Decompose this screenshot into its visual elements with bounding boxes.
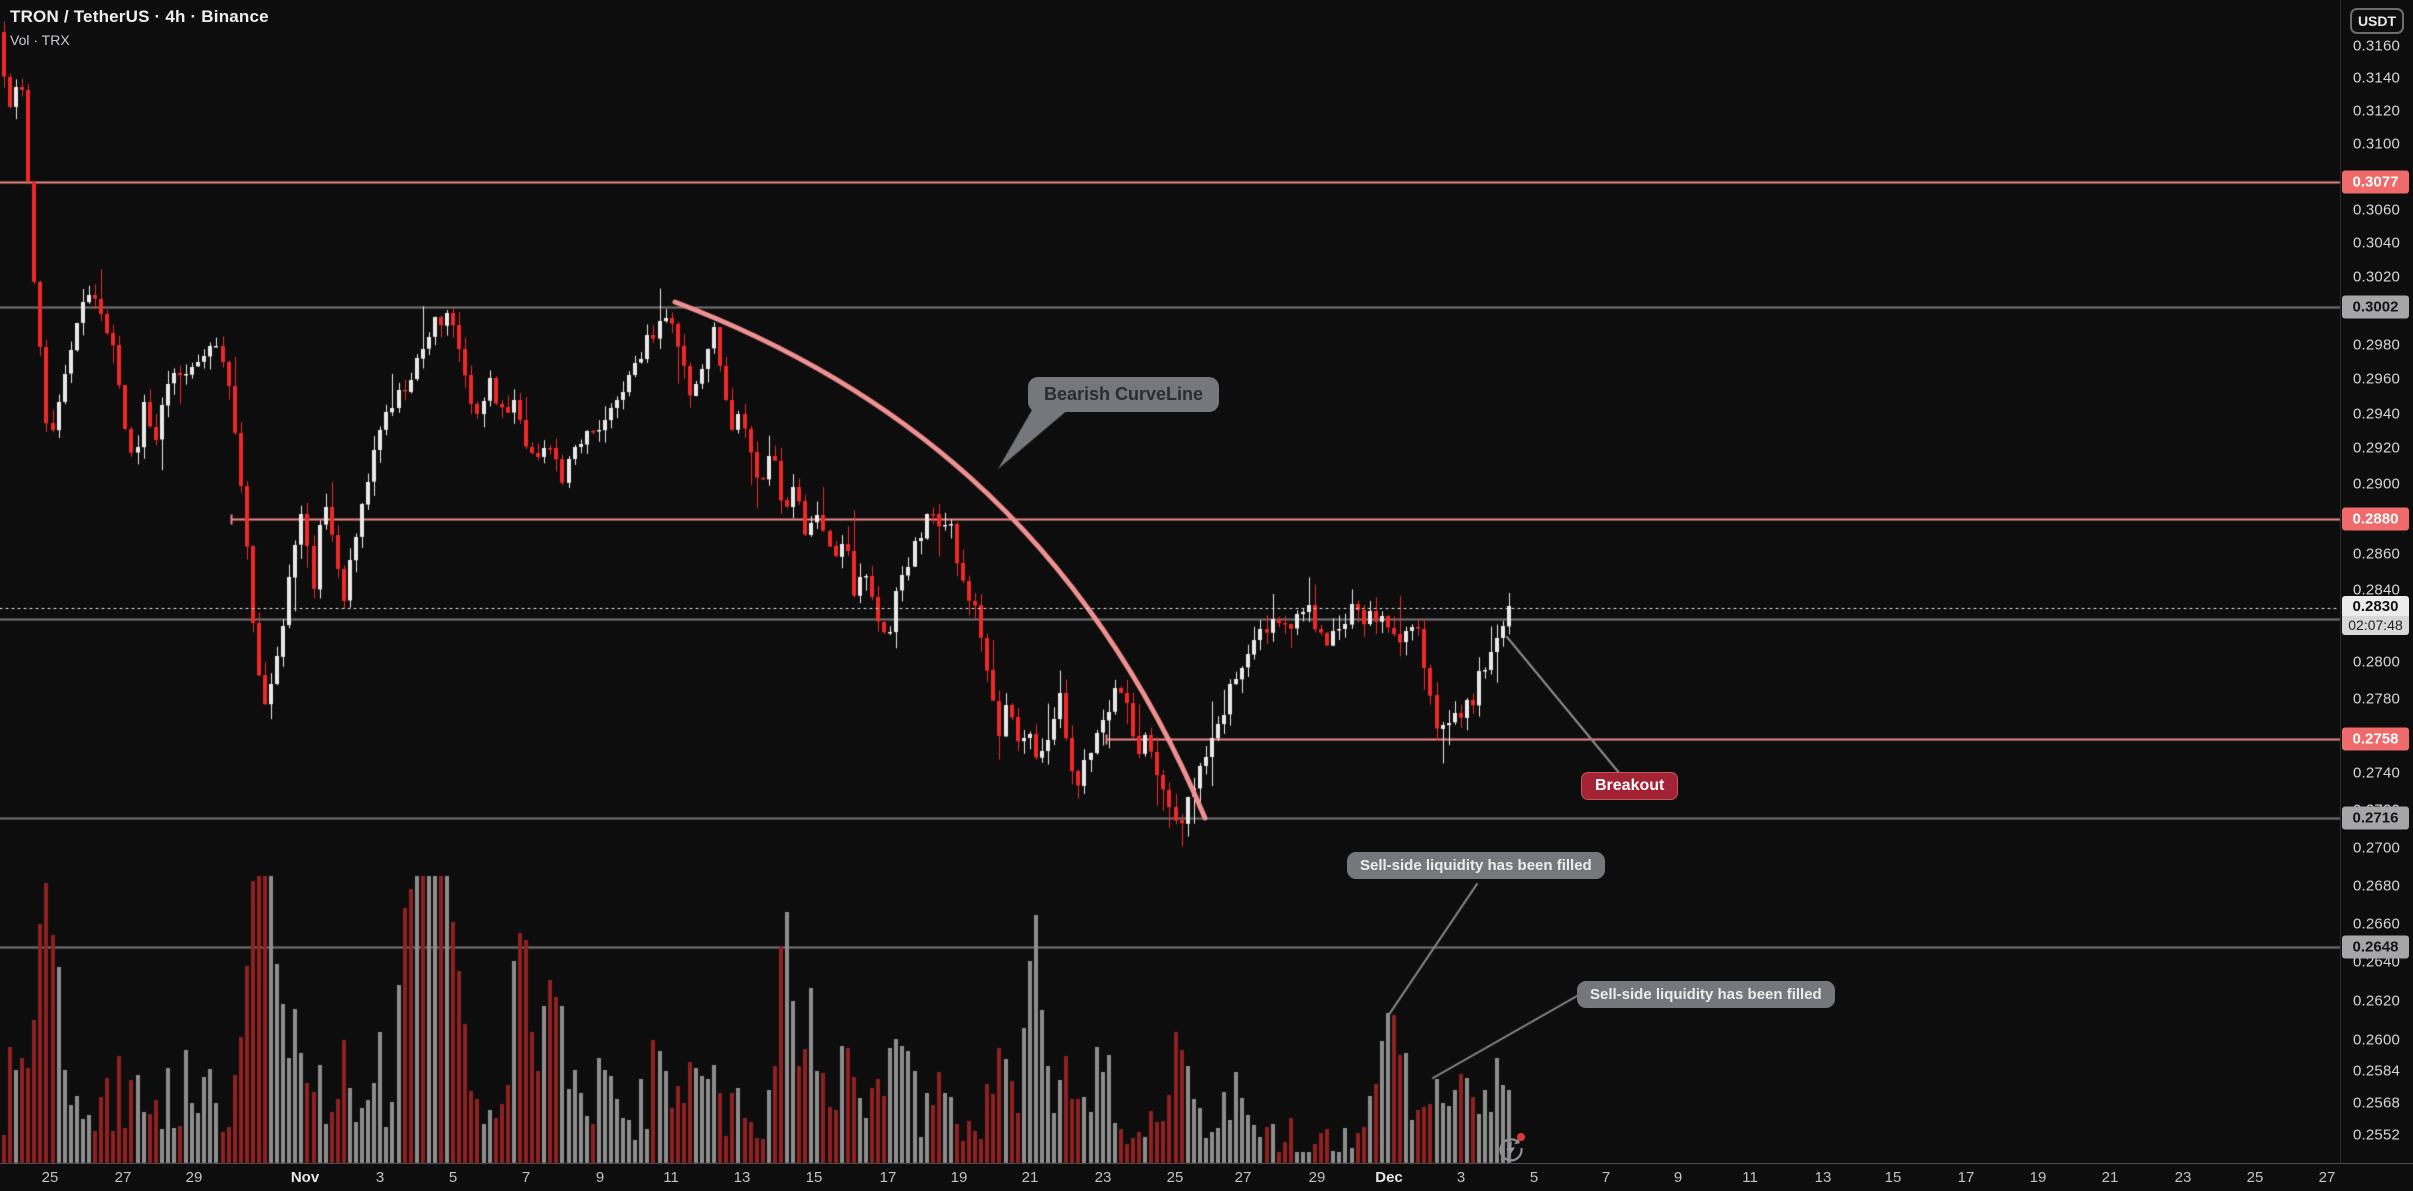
price-level-badge: 0.2648 bbox=[2342, 935, 2409, 959]
price-level-badge: 0.2758 bbox=[2342, 727, 2409, 751]
price-level-badge: 0.3002 bbox=[2342, 295, 2409, 319]
time-tick-label: Nov bbox=[290, 1169, 320, 1186]
time-tick-label: 5 bbox=[448, 1169, 458, 1186]
time-tick-label: 13 bbox=[733, 1169, 751, 1186]
time-tick-label: 9 bbox=[1673, 1169, 1683, 1186]
price-tick-label: 0.3160 bbox=[2352, 37, 2401, 55]
time-tick-label: 9 bbox=[595, 1169, 605, 1186]
price-tick-label: 0.2800 bbox=[2352, 653, 2401, 671]
price-tick-label: 0.2620 bbox=[2352, 992, 2401, 1010]
time-tick-label: 17 bbox=[879, 1169, 897, 1186]
time-tick-label: 11 bbox=[663, 1169, 679, 1186]
price-tick-label: 0.2960 bbox=[2352, 370, 2401, 388]
price-tick-label: 0.2552 bbox=[2352, 1126, 2401, 1144]
time-tick-label: 25 bbox=[41, 1169, 59, 1186]
annotation-bearish-curveline[interactable]: Bearish CurveLine bbox=[1028, 377, 1220, 412]
price-tick-label: 0.2860 bbox=[2352, 545, 2401, 563]
time-tick-label: 25 bbox=[1166, 1169, 1184, 1186]
time-tick-label: 29 bbox=[185, 1169, 203, 1186]
time-tick-label: 19 bbox=[950, 1169, 968, 1186]
price-axis[interactable]: 0.31600.31400.31200.31000.30800.30600.30… bbox=[2340, 0, 2413, 1163]
time-tick-label: 29 bbox=[1308, 1169, 1326, 1186]
price-tick-label: 0.2568 bbox=[2352, 1094, 2401, 1112]
price-tick-label: 0.3040 bbox=[2352, 234, 2401, 252]
notification-dot bbox=[1517, 1133, 1525, 1141]
time-tick-label: 23 bbox=[1094, 1169, 1112, 1186]
price-tick-label: 0.2740 bbox=[2352, 764, 2401, 782]
price-tick-label: 0.3120 bbox=[2352, 102, 2401, 120]
time-axis[interactable]: 25 27 29 Nov 3 5 7 9 11 13 15 17 19 21 23 25 27 29 Dec 3 5 7 9… bbox=[0, 1163, 2413, 1191]
price-level-badge: 0.2880 bbox=[2342, 507, 2409, 531]
axis-separator-horizontal bbox=[0, 1163, 2413, 1164]
price-tick-label: 0.2780 bbox=[2352, 690, 2401, 708]
time-tick-label: 13 bbox=[1814, 1169, 1832, 1186]
time-tick-label: 3 bbox=[375, 1169, 385, 1186]
price-tick-label: 0.2920 bbox=[2352, 439, 2401, 457]
refresh-icon[interactable] bbox=[1495, 1133, 1527, 1165]
annotation-sellside-liquidity-2[interactable]: Sell-side liquidity has been filled bbox=[1577, 981, 1835, 1008]
indicator-label[interactable]: Vol · TRX bbox=[10, 32, 70, 48]
current-price-value: 0.2830 bbox=[2342, 596, 2409, 616]
price-tick-label: 0.3140 bbox=[2352, 69, 2401, 87]
time-tick-label: 15 bbox=[1884, 1169, 1902, 1186]
symbol-title[interactable]: TRON / TetherUS · 4h · Binance bbox=[10, 7, 269, 26]
current-price-badge: 0.2830 02:07:48 bbox=[2342, 596, 2409, 635]
price-tick-label: 0.2700 bbox=[2352, 839, 2401, 857]
time-tick-label: 23 bbox=[2174, 1169, 2192, 1186]
time-tick-label: Dec bbox=[1375, 1169, 1403, 1186]
price-tick-label: 0.3020 bbox=[2352, 268, 2401, 286]
time-tick-label: 3 bbox=[1456, 1169, 1466, 1186]
price-tick-label: 0.3060 bbox=[2352, 201, 2401, 219]
price-tick-label: 0.2660 bbox=[2352, 915, 2401, 933]
axis-separator-vertical bbox=[2340, 0, 2341, 1163]
time-tick-label: 15 bbox=[805, 1169, 823, 1186]
time-tick-label: 7 bbox=[521, 1169, 531, 1186]
time-tick-label: 27 bbox=[114, 1169, 132, 1186]
time-tick-label: 27 bbox=[1234, 1169, 1252, 1186]
price-tick-label: 0.2584 bbox=[2352, 1062, 2401, 1080]
bar-countdown: 02:07:48 bbox=[2342, 616, 2409, 635]
price-level-badge: 0.3077 bbox=[2342, 170, 2409, 194]
price-tick-label: 0.2900 bbox=[2352, 475, 2401, 492]
annotation-sellside-liquidity-1[interactable]: Sell-side liquidity has been filled bbox=[1347, 852, 1605, 879]
price-tick-label: 0.2980 bbox=[2352, 336, 2401, 354]
time-tick-label: 21 bbox=[1021, 1169, 1039, 1186]
time-tick-label: 27 bbox=[2318, 1169, 2336, 1186]
time-tick-label: 11 bbox=[1742, 1169, 1758, 1186]
currency-toggle-button[interactable]: USDT bbox=[2350, 8, 2404, 34]
time-tick-label: 21 bbox=[2101, 1169, 2119, 1186]
price-tick-label: 0.3100 bbox=[2352, 135, 2401, 153]
time-tick-label: 5 bbox=[1529, 1169, 1539, 1186]
price-tick-label: 0.2680 bbox=[2352, 877, 2401, 894]
annotation-breakout[interactable]: Breakout bbox=[1581, 772, 1679, 800]
time-tick-label: 7 bbox=[1601, 1169, 1611, 1186]
price-level-badge: 0.2716 bbox=[2342, 806, 2409, 830]
time-tick-label: 25 bbox=[2246, 1169, 2264, 1186]
price-tick-label: 0.2600 bbox=[2352, 1031, 2401, 1049]
price-tick-label: 0.2840 bbox=[2352, 581, 2401, 599]
time-tick-label: 17 bbox=[1957, 1169, 1975, 1186]
price-tick-label: 0.2940 bbox=[2352, 405, 2401, 423]
chart-legend: TRON / TetherUS · 4h · Binance Vol · TRX bbox=[10, 7, 269, 48]
time-tick-label: 19 bbox=[2029, 1169, 2047, 1186]
